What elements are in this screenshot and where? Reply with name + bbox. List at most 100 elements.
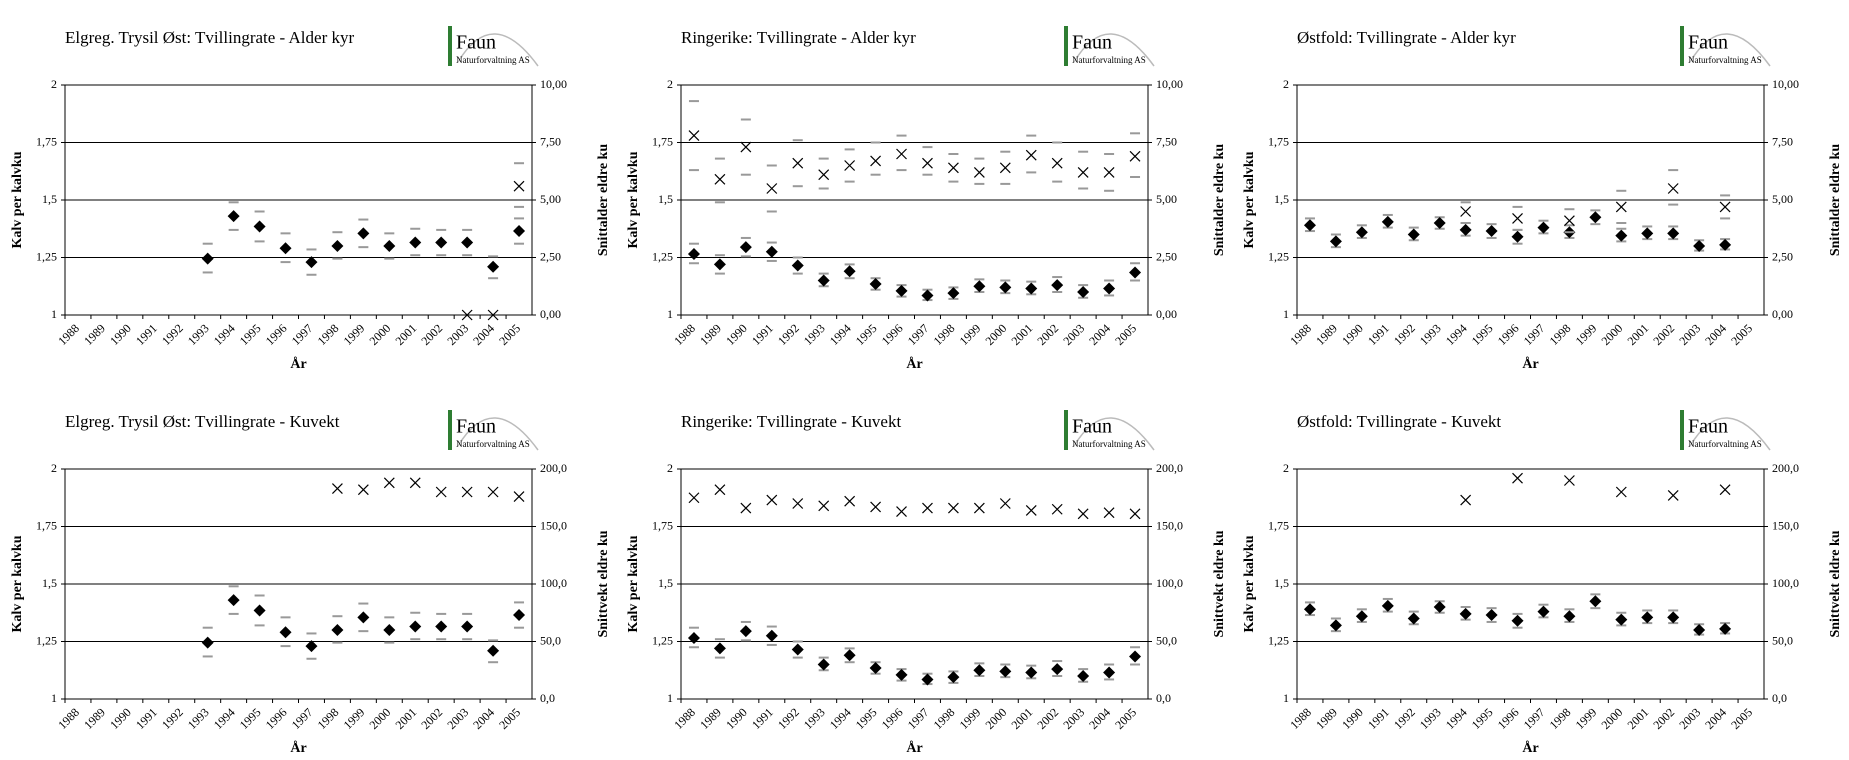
cross-marker [1460,206,1472,217]
x-tick-label: 2004 [1086,705,1113,732]
x-axis-title: År [906,740,922,756]
y-axis-title: Kalv per kalvku [1242,151,1257,248]
x-tick-label: 2004 [1086,321,1113,348]
x-tick-label: 2000 [367,321,394,348]
cross-marker [1512,212,1523,224]
y-tick-label: 2 [667,461,673,475]
diamond-marker [305,256,318,269]
y2-axis-title: Snittalder eldre ku [596,144,611,256]
y-tick-label: 1,75 [652,518,673,532]
diamond-marker [1667,227,1680,240]
x-tick-label: 1989 [1313,321,1340,348]
chart-title: Østfold: Tvillingrate - Kuvekt [1297,412,1501,431]
x-axis-title: År [1522,356,1538,372]
y-tick-label: 1,25 [36,633,57,647]
x-tick-label: 2000 [983,705,1010,732]
y-tick-label: 1,25 [652,633,673,647]
diamond-marker [999,281,1012,294]
x-tick-label: 1992 [1391,321,1418,348]
x-tick-label: 1999 [1573,705,1600,732]
x-tick-label: 1991 [1365,705,1392,732]
cross-marker [409,477,421,489]
y-tick-label: 1,5 [42,192,57,206]
diamond-marker [1459,607,1472,620]
diamond-marker [487,644,500,657]
cross-marker [1051,503,1063,515]
y-tick-label: 1,25 [1268,633,1289,647]
x-tick-label: 1992 [775,321,802,348]
x-tick-label: 1994 [211,321,238,348]
diamond-marker [1641,227,1654,240]
diamond-marker [227,210,240,223]
diamond-marker [1511,614,1524,627]
y-tick-label: 1 [1283,691,1289,705]
cross-marker [688,492,700,504]
diamond-marker [513,225,526,238]
y2-tick-label: 10,00 [1772,77,1799,91]
y-tick-label: 1,5 [658,192,673,206]
cross-marker [1025,149,1037,161]
x-tick-label: 2005 [1112,705,1139,732]
diamond-marker [1641,611,1654,624]
diamond-marker [1615,613,1628,626]
logo-subtitle: Naturforvaltning AS [1072,55,1146,65]
diamond-marker [739,625,752,638]
logo-tree [1064,26,1068,66]
y-axis-title: Kalv per kalvku [626,535,641,632]
y2-tick-label: 7,50 [1156,134,1177,148]
cross-marker [1563,215,1575,227]
y2-tick-label: 200,0 [1772,461,1799,475]
diamond-marker [331,240,344,252]
x-tick-label: 2002 [1650,705,1677,732]
cross-marker [487,486,499,498]
x-axis-title: År [290,356,306,372]
diamond-marker [739,241,752,254]
diamond-marker [791,259,804,272]
cross-marker [844,160,856,171]
cross-marker [714,173,726,185]
diamond-marker [1329,235,1342,248]
cross-marker [792,498,804,509]
diamond-marker [895,668,908,681]
x-axis-title: År [290,740,306,756]
x-tick-label: 1999 [957,705,984,732]
y-tick-label: 2 [1283,77,1289,91]
diamond-marker [357,227,370,240]
x-tick-label: 2005 [1112,321,1139,348]
y2-tick-label: 0,0 [1772,691,1787,705]
y-tick-label: 1 [667,307,673,321]
diamond-marker [869,661,882,674]
chart-title: Elgreg. Trysil Øst: Tvillingrate - Kuvek… [65,412,340,431]
y2-tick-label: 100,0 [1772,576,1799,590]
x-tick-label: 1990 [723,705,750,732]
x-tick-label: 1989 [81,321,108,348]
x-tick-label: 1988 [55,321,82,348]
diamond-marker [1407,612,1420,625]
cross-marker [870,501,882,513]
cross-marker [714,484,726,496]
x-tick-label: 2005 [496,705,523,732]
x-tick-label: 2005 [1728,321,1755,348]
diamond-marker [279,242,292,255]
x-tick-label: 1991 [749,321,776,348]
logo-tree [1680,410,1684,450]
y-tick-label: 2 [667,77,673,91]
cross-marker [766,494,778,506]
x-tick-label: 2001 [1624,321,1651,348]
diamond-marker [1077,670,1090,682]
cross-marker [461,486,473,498]
x-tick-label: 2005 [496,321,523,348]
diamond-marker [1563,610,1576,623]
x-tick-label: 2000 [1599,321,1626,348]
cross-marker [740,502,752,514]
x-tick-label: 1995 [237,705,264,732]
diamond-marker [687,632,700,645]
x-tick-label: 2002 [1650,321,1677,348]
cross-marker [973,166,985,178]
diamond-marker [1381,215,1394,228]
logo-arc [1689,417,1771,451]
logo-tree [1680,26,1684,66]
logo-arc [457,33,539,67]
diamond-marker [1693,240,1706,252]
diamond-marker [791,643,804,656]
